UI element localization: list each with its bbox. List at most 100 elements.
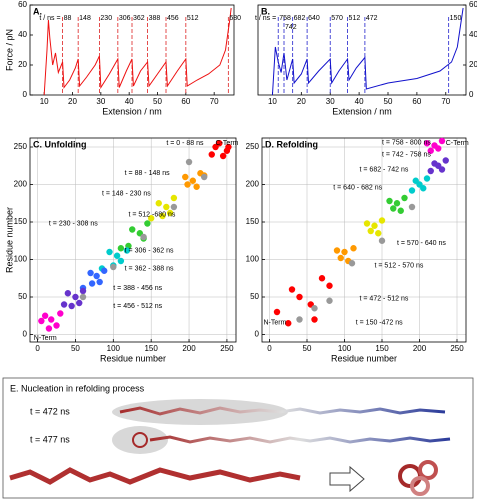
marker-label: 682 — [294, 15, 306, 22]
contact-point — [296, 293, 303, 301]
annotation: C-Term — [446, 140, 469, 147]
contact-point — [106, 248, 113, 256]
y-tick-label: 200 — [246, 180, 260, 189]
contact-point — [41, 312, 49, 319]
plot-frame — [257, 4, 467, 96]
contact-point — [96, 278, 103, 286]
contact-point — [60, 301, 68, 308]
contact-point — [285, 320, 292, 327]
contact-point — [147, 215, 155, 222]
contact-point — [193, 183, 200, 190]
panel-label: C. Unfolding — [33, 139, 87, 149]
x-axis-label: Residue number — [100, 353, 166, 363]
contact-point — [408, 187, 416, 194]
panel-label: D. Refolding — [265, 139, 318, 149]
x-tick-label: 0 — [267, 344, 272, 353]
marker-label: 512 — [349, 15, 361, 22]
x-tick-label: 30 — [96, 97, 105, 106]
protein-coil — [410, 476, 430, 496]
y-tick-label: 20 — [18, 60, 27, 69]
protein-ribbon — [9, 467, 301, 485]
y-tick-label: 40 — [469, 30, 477, 39]
y-tick-label: 60 — [469, 0, 477, 9]
marker-label: 150 — [450, 15, 462, 22]
y-tick-label: 0 — [255, 330, 260, 339]
contact-point — [189, 177, 197, 184]
series-label: t = 88 - 148 ns — [125, 170, 170, 177]
contact-point — [273, 308, 281, 316]
x-tick-label: 60 — [181, 97, 190, 106]
contact-point — [431, 142, 438, 149]
contact-point — [88, 280, 96, 287]
contact-point — [367, 227, 374, 235]
contact-point — [427, 147, 434, 154]
marker-prefix: t / ns = — [255, 15, 276, 22]
series-label: t = 362 - 388 ns — [125, 265, 174, 272]
series-label: t = 758 - 800 ns — [382, 139, 431, 146]
series-label: t = 230 - 308 ns — [49, 220, 98, 227]
x-axis-label: Extension / nm — [332, 106, 392, 116]
panel-e: E. Nucleation in refolding process t = 4… — [2, 377, 474, 499]
protein-coil — [132, 432, 148, 448]
x-tick-label: 150 — [375, 344, 389, 353]
y-tick-label: 60 — [18, 0, 27, 9]
protein-ribbon — [119, 406, 446, 416]
contact-point — [113, 252, 121, 259]
y-tick-label: 50 — [250, 292, 259, 301]
contact-point — [216, 140, 223, 147]
contact-point — [38, 317, 45, 325]
contact-point — [393, 200, 401, 207]
contact-point — [333, 247, 341, 254]
marker-label: 362 — [133, 15, 145, 22]
contact-point — [170, 194, 178, 202]
contact-point — [123, 247, 131, 254]
y-tick-label: 250 — [14, 142, 28, 151]
contact-point — [79, 287, 87, 295]
annotation: N-Term — [264, 319, 287, 326]
contact-point — [427, 167, 434, 175]
contact-point — [326, 282, 333, 289]
y-tick-label: 250 — [246, 142, 260, 151]
contact-point — [390, 205, 397, 212]
x-tick-label: 200 — [413, 344, 427, 353]
highlight — [112, 426, 168, 454]
plot-frame — [261, 137, 467, 343]
y-tick-label: 40 — [18, 30, 27, 39]
series-label: t = 512 -680 ns — [128, 211, 175, 218]
force-curve — [271, 7, 464, 96]
x-tick-label: 100 — [338, 344, 352, 353]
x-tick-label: 50 — [153, 97, 162, 106]
contact-point — [45, 325, 53, 332]
marker-label: 512 — [187, 15, 199, 22]
x-tick-label: 200 — [182, 344, 196, 353]
contact-point — [163, 203, 170, 211]
contact-point — [341, 248, 348, 256]
contact-point — [311, 316, 318, 323]
series-label: t = 150 -472 ns — [356, 319, 403, 326]
contact-point — [296, 316, 303, 323]
contact-point — [408, 203, 416, 211]
x-tick-label: 10 — [268, 97, 277, 106]
contact-point — [53, 322, 60, 329]
panel-label: A. — [33, 6, 42, 16]
x-tick-label: 70 — [441, 97, 450, 106]
panel-label: B. — [261, 6, 270, 16]
contact-point — [64, 290, 72, 297]
panel-e-title: E. Nucleation in refolding process — [10, 383, 145, 393]
series-label: t = 456 - 512 ns — [113, 303, 162, 310]
contact-point — [140, 233, 147, 241]
contact-point — [397, 207, 404, 214]
y-axis-label: Force / pN — [4, 29, 14, 71]
series-label: t = 512 - 570 ns — [375, 262, 424, 269]
contact-point — [423, 140, 431, 147]
contact-point — [416, 181, 423, 188]
contact-point — [386, 197, 393, 205]
contact-point — [129, 226, 136, 233]
contact-point — [76, 299, 83, 307]
x-tick-label: 20 — [68, 97, 77, 106]
series-label: t = 388 - 456 ns — [113, 285, 162, 292]
series-label: t = 742 - 758 ns — [382, 151, 431, 158]
series-label: t = 640 - 682 ns — [333, 184, 382, 191]
x-tick-label: 40 — [355, 97, 364, 106]
contact-point — [348, 260, 356, 267]
